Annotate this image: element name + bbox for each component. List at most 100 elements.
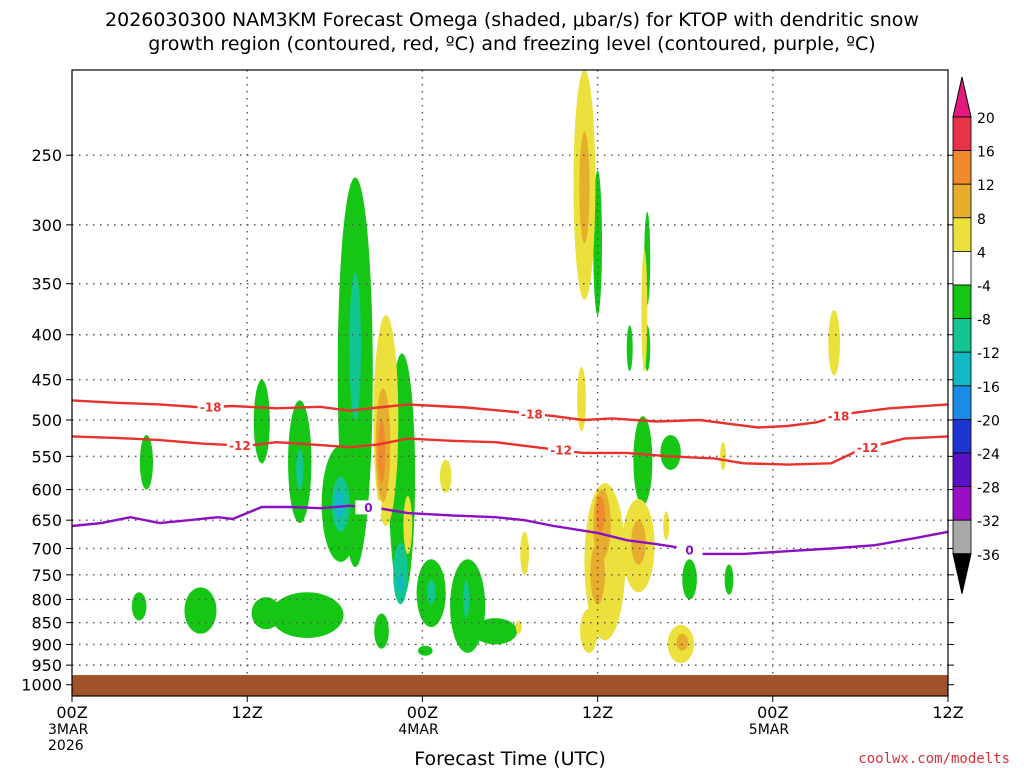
colorbar-label: 4	[977, 245, 986, 261]
colorbar-top-arrow	[952, 76, 972, 118]
contour-label: -18	[828, 409, 850, 423]
x-tick-label: 00Z	[757, 703, 788, 722]
omega-cell	[184, 587, 217, 634]
y-tick-label: 700	[31, 539, 62, 558]
colorbar: 20 16 12 8 4 -4 -8 -12 -16 -20 -24 -28 -32 -36	[952, 76, 1000, 594]
y-tick-label: 250	[31, 146, 62, 165]
omega-cell	[682, 559, 697, 600]
colorbar-label: 8	[977, 212, 986, 228]
omega-cell-positive	[663, 511, 670, 541]
credit-text: coolwx.com/modelts	[858, 751, 1010, 767]
omega-cell-positive	[641, 249, 648, 372]
y-tick-label: 1000	[21, 676, 62, 695]
x-tick-label: 4MAR	[398, 722, 439, 738]
y-tick-label: 900	[31, 635, 62, 654]
contour-label-bg	[197, 400, 224, 415]
omega-cell-positive	[439, 459, 452, 493]
colorbar-label: -12	[977, 346, 1000, 362]
omega-cell-positive	[676, 633, 689, 651]
contour-label-bg	[825, 408, 852, 423]
colorbar-label: -28	[977, 481, 1000, 497]
omega-cell	[349, 272, 362, 420]
colorbar-swatch	[952, 183, 972, 219]
title-line-2: growth region (contoured, red, ºC) and f…	[148, 33, 875, 55]
colorbar-swatch	[952, 519, 972, 555]
y-tick-label: 450	[31, 371, 62, 390]
y-tick-label: 950	[31, 656, 62, 675]
contour-label: -18	[521, 407, 543, 421]
colorbar-label: 16	[977, 145, 995, 161]
y-tick-label: 350	[31, 275, 62, 294]
contour-label: -12	[857, 441, 879, 455]
x-tick-label: 2026	[48, 738, 84, 754]
x-tick-label: 12Z	[582, 703, 613, 722]
colorbar-swatch	[952, 150, 972, 185]
omega-cell-positive	[828, 310, 840, 376]
chart-title: 2026030300 NAM3KM Forecast Omega (shaded…	[105, 9, 919, 55]
contour-label-bg	[226, 438, 253, 453]
omega-cell-positive	[403, 495, 413, 554]
contour-label-bg	[548, 443, 575, 458]
omega-cell-positive	[515, 620, 522, 634]
colorbar-label: -4	[977, 279, 991, 295]
contour-label-bg	[355, 500, 382, 515]
omega-shading	[131, 69, 840, 664]
ground-surface	[72, 675, 948, 696]
y-tick-label: 400	[31, 326, 62, 345]
plot-frame	[71, 69, 949, 697]
omega-cell	[131, 592, 147, 621]
colorbar-label: -20	[977, 413, 1000, 429]
x-axis-label: Forecast Time (UTC)	[414, 748, 605, 768]
plot-area: -18 -18 -18 -12 -12 -12 0 0	[71, 69, 949, 697]
colorbar-label: 12	[977, 178, 995, 194]
y-tick-label: 550	[31, 447, 62, 466]
colorbar-swatch	[952, 418, 972, 454]
omega-cell	[139, 434, 154, 490]
colorbar-label: -16	[977, 380, 1000, 396]
omega-cell	[251, 597, 281, 630]
contour-0	[71, 504, 949, 556]
contour-lines: -18 -18 -18 -12 -12 -12 0 0	[71, 399, 949, 558]
contour-label: -12	[550, 444, 572, 458]
omega-cell	[593, 170, 602, 316]
colorbar-swatch	[952, 284, 972, 319]
omega-cell-positive	[579, 131, 590, 244]
omega-cell	[253, 379, 270, 464]
contour-label-bg	[518, 406, 545, 421]
omega-cell-positive	[590, 542, 605, 605]
contour--12	[71, 435, 949, 466]
omega-cell	[426, 579, 436, 605]
colorbar-bottom-arrow	[952, 553, 972, 594]
colorbar-swatch	[952, 351, 972, 387]
omega-cell	[660, 434, 681, 471]
colorbar-label: -24	[977, 447, 1000, 463]
omega-cell	[334, 489, 344, 521]
colorbar-swatch	[952, 385, 972, 420]
omega-cell-positive	[580, 608, 598, 653]
colorbar-label: -8	[977, 313, 991, 329]
omega-cell	[270, 592, 344, 639]
omega-cell	[626, 325, 633, 372]
omega-cell	[374, 613, 389, 649]
contour-label: -18	[200, 401, 222, 415]
x-tick-label: 00Z	[407, 703, 438, 722]
colorbar-swatch	[952, 116, 972, 151]
x-tick-label: 3MAR	[48, 722, 89, 738]
contour-label: 0	[364, 501, 372, 515]
y-tick-label: 500	[31, 411, 62, 430]
omega-cell-positive	[596, 495, 605, 532]
omega-cell-positive	[577, 366, 586, 432]
contour-label-bg	[676, 543, 703, 558]
x-tick-label: 12Z	[932, 703, 963, 722]
x-tick-label: 00Z	[56, 703, 87, 722]
colorbar-label: -36	[977, 548, 1000, 564]
contour-label: -12	[229, 439, 251, 453]
colorbar-swatch	[952, 217, 972, 252]
omega-cell	[633, 416, 653, 506]
y-tick-label: 650	[31, 511, 62, 530]
y-tick-label: 300	[31, 216, 62, 235]
x-tick-label: 12Z	[232, 703, 263, 722]
colorbar-swatch	[952, 486, 972, 521]
